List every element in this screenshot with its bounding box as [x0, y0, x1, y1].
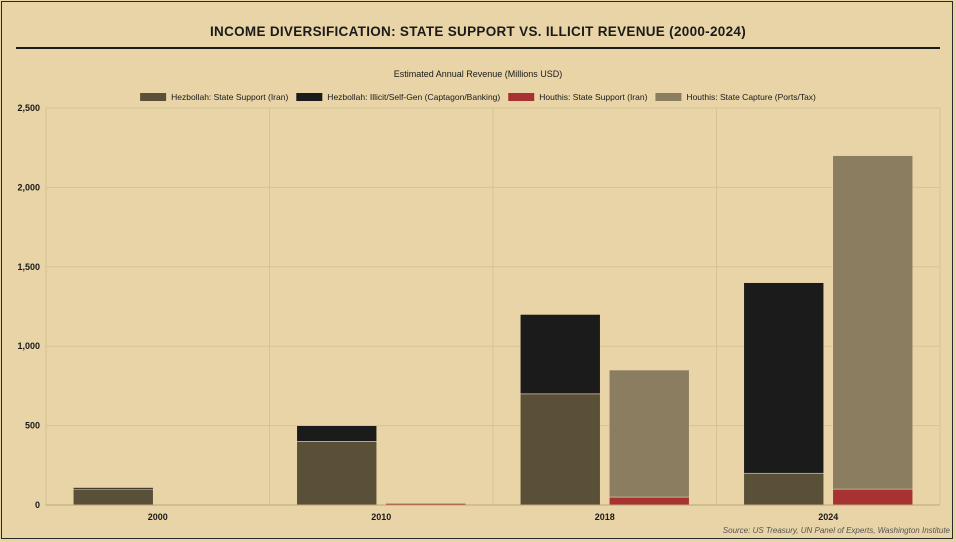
x-tick-label: 2010: [371, 512, 391, 522]
legend-swatch: [296, 93, 323, 101]
legend-item: Houthis: State Support (Iran): [508, 92, 648, 102]
y-tick-label: 1,500: [17, 262, 40, 272]
bar-segment: [608, 369, 690, 498]
bar-segment: [519, 393, 601, 506]
x-tick-label: 2024: [818, 512, 838, 522]
legend-label: Hezbollah: State Support (Iran): [171, 92, 288, 102]
bar-segment: [743, 282, 825, 474]
legend-item: Houthis: State Capture (Ports/Tax): [655, 92, 816, 102]
bar-segment: [72, 488, 154, 506]
legend-label: Hezbollah: Illicit/Self-Gen (Captagon/Ba…: [327, 92, 500, 102]
chart-title: INCOME DIVERSIFICATION: STATE SUPPORT VS…: [209, 24, 747, 39]
x-tick-label: 2000: [148, 512, 168, 522]
legend-item: Hezbollah: Illicit/Self-Gen (Captagon/Ba…: [296, 92, 500, 102]
legend-swatch: [508, 93, 535, 101]
bars: [72, 155, 914, 506]
bar-segment: [72, 487, 154, 490]
bar-segment: [296, 441, 378, 506]
bar-segment: [743, 472, 825, 506]
y-tick-label: 2,500: [17, 103, 40, 113]
bar-segment: [832, 155, 914, 490]
y-tick-label: 2,000: [17, 182, 40, 192]
bar-segment: [832, 488, 914, 506]
grid: [45, 107, 941, 506]
bar-segment: [296, 425, 378, 442]
legend-swatch: [140, 93, 167, 101]
axes: 0 500 1,000 1,500 2,000 2,500 2000 2010 2018 2024: [17, 103, 940, 522]
y-tick-label: 0: [35, 500, 40, 510]
legend-swatch: [655, 93, 682, 101]
legend-item: Hezbollah: State Support (Iran): [140, 92, 288, 102]
y-tick-label: 1,000: [17, 341, 40, 351]
x-tick-label: 2018: [595, 512, 615, 522]
bar-segment: [519, 314, 601, 395]
title-divider: [16, 47, 940, 49]
chart-subtitle: Estimated Annual Revenue (Millions USD): [394, 69, 563, 79]
y-tick-label: 500: [25, 421, 40, 431]
bar-segment: [608, 496, 690, 506]
legend-label: Houthis: State Support (Iran): [539, 92, 647, 102]
legend-label: Houthis: State Capture (Ports/Tax): [686, 92, 816, 102]
source-note: Source: US Treasury, UN Panel of Experts…: [723, 526, 951, 535]
legend: Hezbollah: State Support (Iran) Hezbollah…: [140, 92, 816, 102]
